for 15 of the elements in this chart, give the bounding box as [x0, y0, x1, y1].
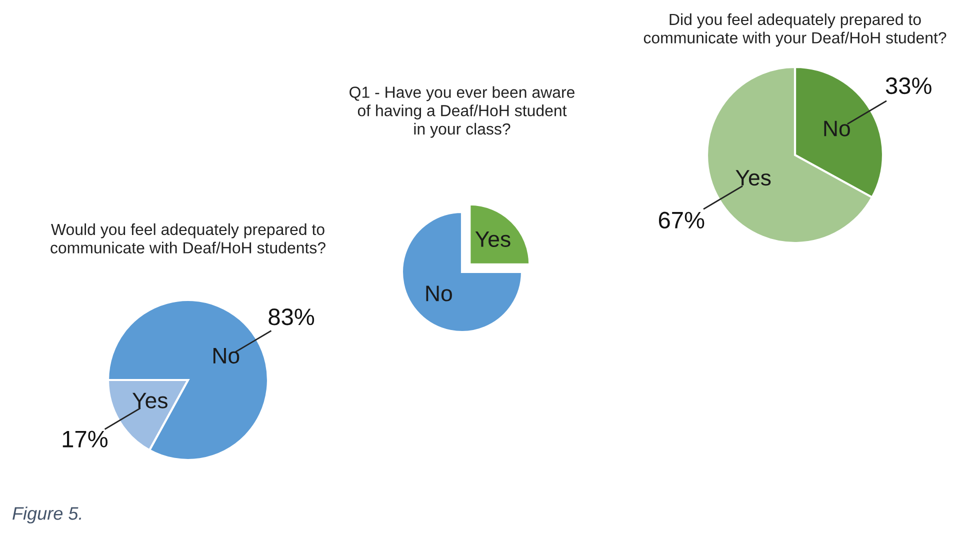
- data-label: 33%: [886, 77, 932, 94]
- slice-label: No: [426, 286, 452, 302]
- chart-title: Did you feel adequately prepared to communicate with your Deaf/HoH student?: [644, 13, 946, 47]
- pie-slice: [106, 298, 270, 462]
- slice-label: No: [213, 348, 240, 364]
- slice-label: No: [824, 120, 850, 136]
- slice-label: Yes: [475, 231, 510, 247]
- slice-label: Yes: [736, 170, 771, 186]
- chart-title: Would you feel adequately prepared to communicate with Deaf/HoH students?: [50, 223, 326, 254]
- caption: Figure 5.: [12, 506, 82, 524]
- chart-title: Q1 - Have you ever been aware of having a Deaf/HoH student in your class?: [350, 86, 574, 138]
- data-label: 83%: [268, 308, 314, 326]
- data-label: 17%: [62, 430, 108, 448]
- data-label: 67%: [658, 212, 704, 229]
- slice-label: Yes: [132, 392, 168, 408]
